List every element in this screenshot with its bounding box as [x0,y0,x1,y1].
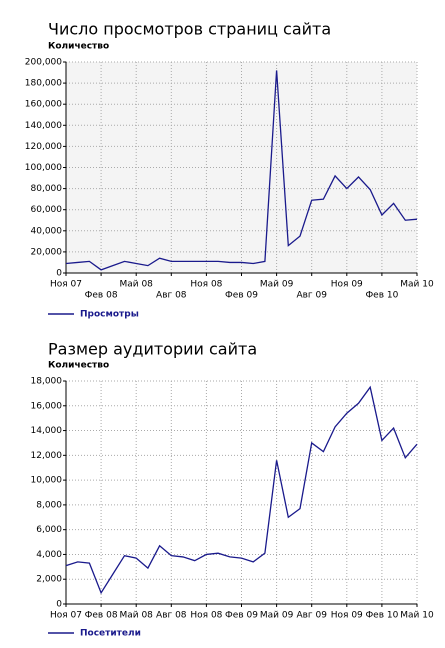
y-tick-label: 2,000 [36,575,62,585]
y-tick-label: 40,000 [31,226,63,236]
x-tick-label: Авг 08 [156,611,187,621]
y-tick-label: 10,000 [31,476,63,486]
x-tick-label: Май 09 [260,611,294,621]
y-tick-label: 200,000 [25,58,62,68]
x-tick-label: Ноя 08 [190,611,222,621]
x-tick-label: Май 08 [119,280,153,290]
chart-title: Размер аудитории сайта [48,340,257,359]
x-tick-label: Ноя 09 [331,280,363,290]
y-tick-label: 100,000 [25,163,62,173]
x-tick-label: Май 10 [400,280,434,290]
y-tick-label: 180,000 [25,79,62,89]
x-tick-label: Май 08 [119,611,153,621]
x-tick-label: Авг 09 [296,611,327,621]
x-tick-label: Фев 08 [85,291,118,301]
x-tick-label: Ноя 09 [331,611,363,621]
data-line [65,385,418,595]
y-tick-label: 20,000 [31,247,63,257]
y-tick-label: 18,000 [31,377,63,387]
data-line [65,70,418,271]
x-tick-label: Ноя 08 [190,280,222,290]
chart-title: Число просмотров страниц сайта [48,20,331,39]
y-tick-label: 12,000 [31,451,63,461]
x-tick-label: Фев 08 [85,611,118,621]
x-tick-label: Ноя 07 [50,280,82,290]
y-tick-label: 0 [56,269,62,279]
x-tick-label: Авг 08 [156,291,187,301]
y-tick-label: 160,000 [25,100,62,110]
x-tick-label: Май 10 [400,611,434,621]
y-tick-label: 80,000 [31,184,63,194]
x-tick-label: Май 09 [260,280,294,290]
y-tick-label: 6,000 [36,525,62,535]
y-tick-label: 16,000 [31,401,63,411]
x-tick-label: Ноя 07 [50,611,82,621]
x-tick-label: Фев 09 [225,611,258,621]
x-tick-label: Фев 09 [225,291,258,301]
legend-label: Просмотры [80,310,139,320]
x-tick-label: Фев 10 [365,291,398,301]
y-tick-label: 140,000 [25,121,62,131]
y-tick-label: 0 [56,600,62,610]
x-tick-label: Авг 09 [296,291,327,301]
x-tick-label: Фев 10 [365,611,398,621]
y-axis-label: Количество [48,361,109,371]
y-tick-label: 120,000 [25,142,62,152]
legend-label: Посетители [80,629,141,639]
y-axis-label: Количество [48,42,109,52]
y-tick-label: 14,000 [31,426,63,436]
y-tick-label: 8,000 [36,500,62,510]
y-tick-label: 4,000 [36,550,62,560]
y-tick-label: 60,000 [31,205,63,215]
